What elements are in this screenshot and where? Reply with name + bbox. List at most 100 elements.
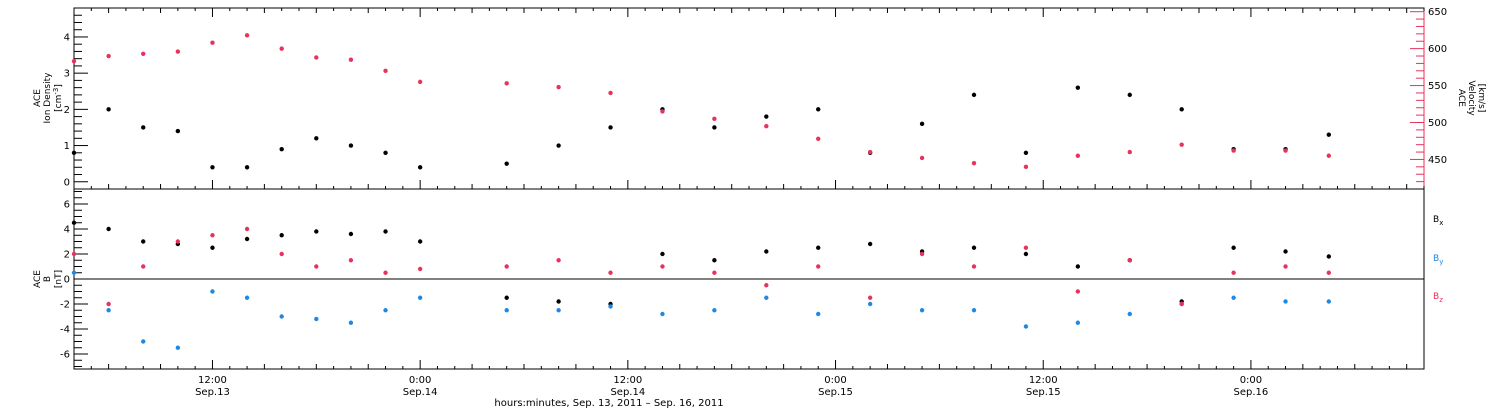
bz-point [314, 264, 319, 269]
bottom-ylabel-line3: [nT] [54, 270, 64, 288]
velocity-point [383, 68, 388, 73]
legend-bx-name: B [1433, 215, 1439, 225]
data-points [71, 33, 1332, 350]
velocity-point [1231, 148, 1236, 153]
top-left-ytick-label: 0 [64, 177, 70, 188]
velocity-point [141, 51, 146, 57]
by-point [712, 308, 717, 313]
legend-bx: Bx [1433, 215, 1443, 227]
bx-point [1283, 249, 1288, 254]
top-left-ylabel-sup: -3 [52, 88, 60, 95]
velocity-point [417, 79, 423, 85]
density-point [1075, 85, 1081, 90]
legend-bx-sub: x [1439, 219, 1443, 227]
bz-point [919, 251, 925, 257]
velocity-point [608, 90, 613, 96]
by-point [1023, 324, 1029, 329]
x-tick-date-label: Sep.15 [818, 387, 853, 398]
top-right-ylabel-line3: [km/s] [1476, 84, 1486, 113]
density-point [764, 114, 769, 119]
density-point [712, 125, 717, 130]
bx-point [106, 226, 111, 232]
by-point [816, 311, 821, 317]
density-point [1326, 132, 1332, 137]
bottom-ylabel-line1: ACE [33, 270, 43, 288]
legend-bz: Bz [1433, 292, 1443, 304]
x-tick-time-label: 0:00 [409, 375, 431, 386]
by-point [314, 316, 319, 322]
x-tick-date-label: Sep.15 [1026, 387, 1061, 398]
bz-point [971, 264, 977, 269]
bz-point [504, 264, 509, 269]
x-tick-date-label: Sep.16 [1234, 387, 1269, 398]
bz-point [279, 251, 284, 257]
density-point [608, 125, 613, 130]
by-point [348, 320, 354, 325]
density-point [141, 125, 146, 130]
bottom-ytick-label: -6 [60, 350, 70, 361]
bz-point [1231, 270, 1236, 275]
density-point [175, 128, 181, 134]
bottom-ylabel-line2: B [43, 276, 53, 282]
density-point [210, 165, 215, 170]
tick-marks [73, 8, 1425, 369]
bz-point [106, 301, 111, 307]
bz-point [1023, 245, 1029, 250]
bz-point [1283, 264, 1288, 269]
bz-point [244, 226, 250, 232]
density-point [1127, 92, 1132, 98]
velocity-point [504, 81, 509, 86]
bz-point [210, 233, 215, 238]
top-right-ytick-label: 550 [1428, 81, 1447, 92]
legend-by-sub: y [1439, 258, 1443, 266]
legend-by-name: B [1433, 254, 1439, 264]
density-point [919, 121, 925, 127]
x-tick-time-label: 12:00 [613, 375, 642, 386]
by-point [764, 295, 769, 300]
velocity-point [971, 160, 977, 166]
bx-point [867, 241, 873, 247]
top-right-ytick-label: 650 [1428, 7, 1447, 18]
velocity-point [210, 40, 215, 45]
bx-point [417, 239, 423, 244]
density-point [348, 143, 354, 148]
bottom-ytick-label: 4 [64, 225, 70, 236]
by-point [417, 295, 423, 300]
velocity-point [314, 55, 319, 60]
bz-point [1127, 258, 1132, 263]
by-point [660, 311, 665, 317]
by-point [71, 270, 77, 275]
top-left-ylabel-end: ] [54, 84, 64, 88]
top-left-ylabel-line3: [cm-3] [52, 84, 64, 112]
by-point [1283, 299, 1288, 304]
by-point [867, 301, 873, 307]
bx-point [71, 220, 77, 225]
bx-point [1326, 254, 1332, 259]
density-point [1023, 150, 1029, 155]
bz-point [816, 264, 821, 269]
density-point [106, 107, 111, 112]
by-point [1326, 299, 1332, 304]
by-point [175, 345, 181, 350]
bx-point [971, 245, 977, 250]
by-point [244, 295, 250, 300]
bx-point [1023, 251, 1029, 257]
velocity-point [244, 33, 250, 38]
velocity-point [1179, 142, 1184, 147]
by-point [919, 308, 925, 313]
by-point [608, 304, 613, 309]
bottom-ytick-label: -4 [60, 325, 70, 336]
x-axis-title: hours:minutes, Sep. 13, 2011 – Sep. 16, … [494, 398, 723, 409]
bottom-ytick-label: 0 [64, 275, 70, 286]
bz-point [417, 266, 423, 272]
bx-point [314, 229, 319, 234]
top-right-ytick-label: 500 [1428, 118, 1447, 129]
by-point [106, 308, 111, 313]
velocity-point [816, 136, 821, 141]
by-point [279, 314, 284, 319]
velocity-point [919, 155, 925, 161]
velocity-point [348, 57, 354, 62]
bz-point [141, 264, 146, 269]
legend-by: By [1433, 254, 1443, 266]
